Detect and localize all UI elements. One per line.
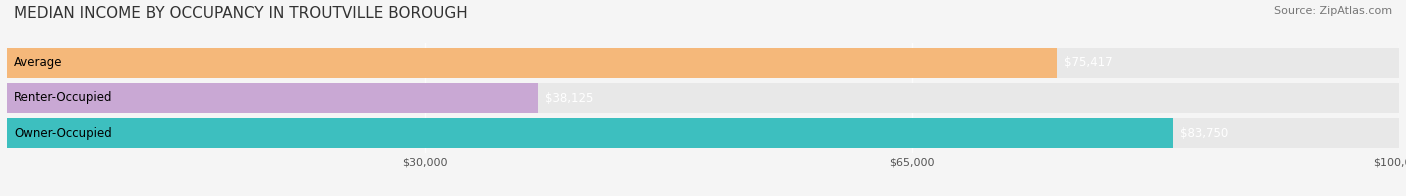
Text: Average: Average: [14, 56, 62, 69]
Bar: [7, 83, 537, 113]
Bar: [7, 48, 1057, 78]
Text: Source: ZipAtlas.com: Source: ZipAtlas.com: [1274, 6, 1392, 16]
Text: MEDIAN INCOME BY OCCUPANCY IN TROUTVILLE BOROUGH: MEDIAN INCOME BY OCCUPANCY IN TROUTVILLE…: [14, 6, 468, 21]
Text: $75,417: $75,417: [1064, 56, 1112, 69]
Text: Owner-Occupied: Owner-Occupied: [14, 127, 111, 140]
Bar: [7, 118, 1399, 148]
Bar: [7, 118, 1173, 148]
Text: $38,125: $38,125: [544, 92, 593, 104]
Text: Renter-Occupied: Renter-Occupied: [14, 92, 112, 104]
Bar: [7, 83, 1399, 113]
Bar: [7, 48, 1399, 78]
Text: $83,750: $83,750: [1180, 127, 1227, 140]
